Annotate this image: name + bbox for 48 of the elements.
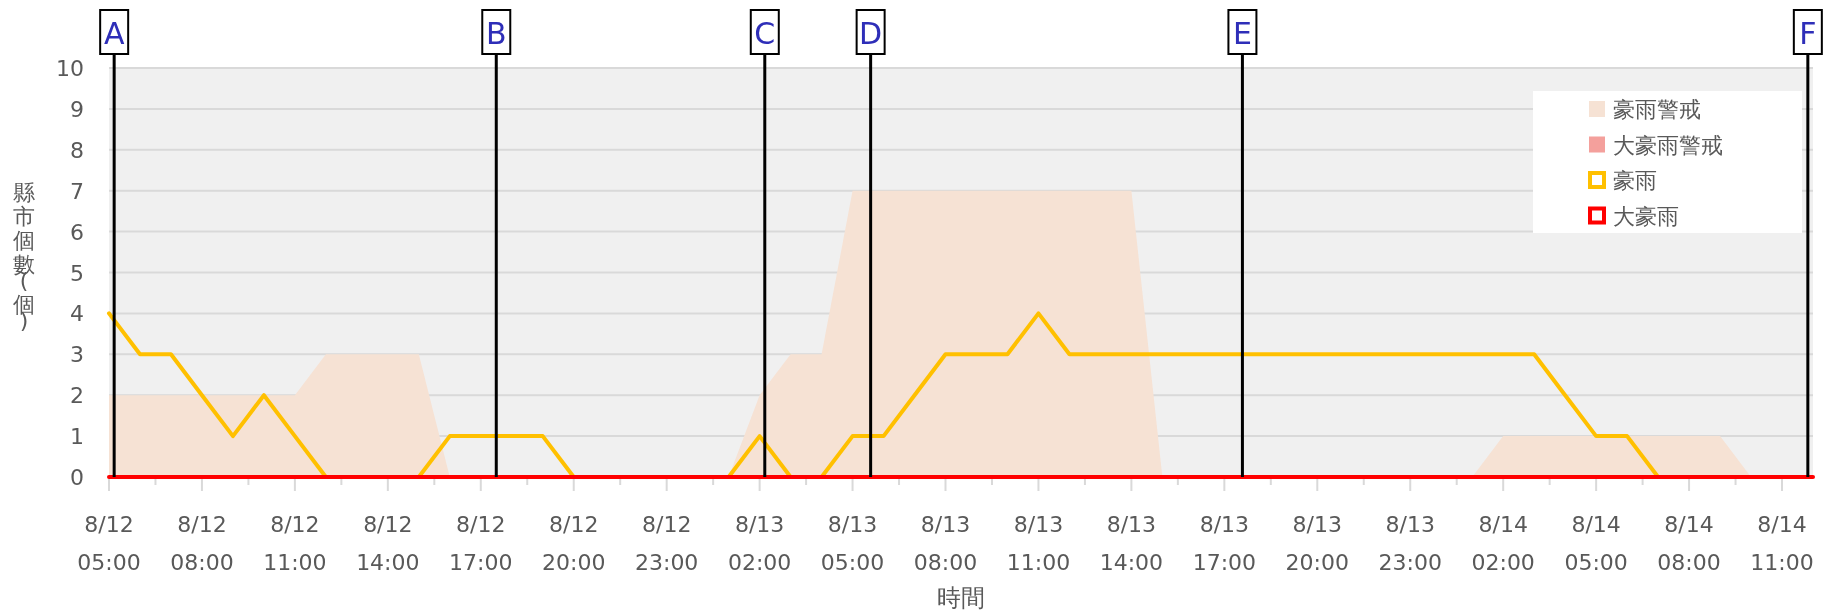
y-tick-label: 4 [70, 301, 84, 327]
x-tick-label: 8/14 02:00 [1471, 512, 1535, 575]
y-tick-label: 5 [70, 260, 84, 286]
x-tick-label: 8/12 17:00 [449, 512, 513, 575]
x-tick-label: 8/13 11:00 [1006, 512, 1071, 575]
y-tick-label: 9 [70, 96, 84, 122]
x-tick-label: 8/12 11:00 [263, 512, 327, 575]
ref-line-label: A [103, 16, 125, 51]
x-tick-label: 8/13 08:00 [913, 512, 978, 575]
x-tick-label: 8/12 14:00 [356, 512, 420, 575]
ref-line-label: C [754, 16, 776, 51]
x-tick-label: 8/12 05:00 [77, 512, 141, 575]
x-tick-label: 8/13 20:00 [1285, 512, 1349, 575]
y-tick-label: 0 [70, 465, 84, 490]
x-tick-label: 8/12 23:00 [634, 512, 699, 575]
y-tick-label: 3 [70, 342, 84, 368]
legend-label: 豪雨警戒 [1613, 97, 1701, 122]
y-tick-label: 6 [70, 219, 84, 245]
x-axis-title: 時間 [937, 584, 985, 612]
ref-line-label: D [859, 16, 883, 51]
x-tick-label: 8/14 05:00 [1564, 512, 1628, 575]
y-tick-label: 1 [70, 424, 84, 450]
x-tick-label: 8/14 11:00 [1750, 512, 1814, 575]
x-tick-label: 8/13 05:00 [820, 512, 885, 575]
ref-label: E [1227, 9, 1258, 55]
x-tick-label: 8/12 08:00 [170, 512, 234, 575]
ref-label: B [481, 9, 512, 55]
y-tick-label: 10 [56, 56, 84, 81]
ref-label: F [1792, 9, 1823, 55]
ref-line-label: B [485, 16, 507, 51]
legend-label: 大豪雨 [1613, 203, 1679, 229]
x-tick-label: 8/13 23:00 [1378, 512, 1442, 575]
ref-label: C [749, 9, 780, 55]
y-tick-label: 7 [70, 178, 84, 204]
y-tick-label: 2 [70, 383, 84, 409]
y-axis-title: 縣市個數(個) [13, 180, 35, 333]
x-tick-label: 8/13 17:00 [1192, 512, 1257, 575]
legend-label: 大豪雨警戒 [1613, 132, 1723, 158]
y-tick-label: 8 [70, 137, 84, 163]
ref-label: A [99, 9, 130, 55]
x-tick-label: 8/12 20:00 [542, 512, 606, 575]
x-tick-label: 8/14 08:00 [1657, 512, 1721, 575]
ref-label: D [855, 9, 886, 55]
x-tick-label: 8/13 02:00 [727, 512, 792, 575]
x-tick-label: 8/13 14:00 [1099, 512, 1164, 575]
ref-line-label: F [1799, 16, 1817, 51]
ref-line-label: E [1232, 16, 1252, 51]
legend-label: 豪雨 [1613, 168, 1657, 193]
